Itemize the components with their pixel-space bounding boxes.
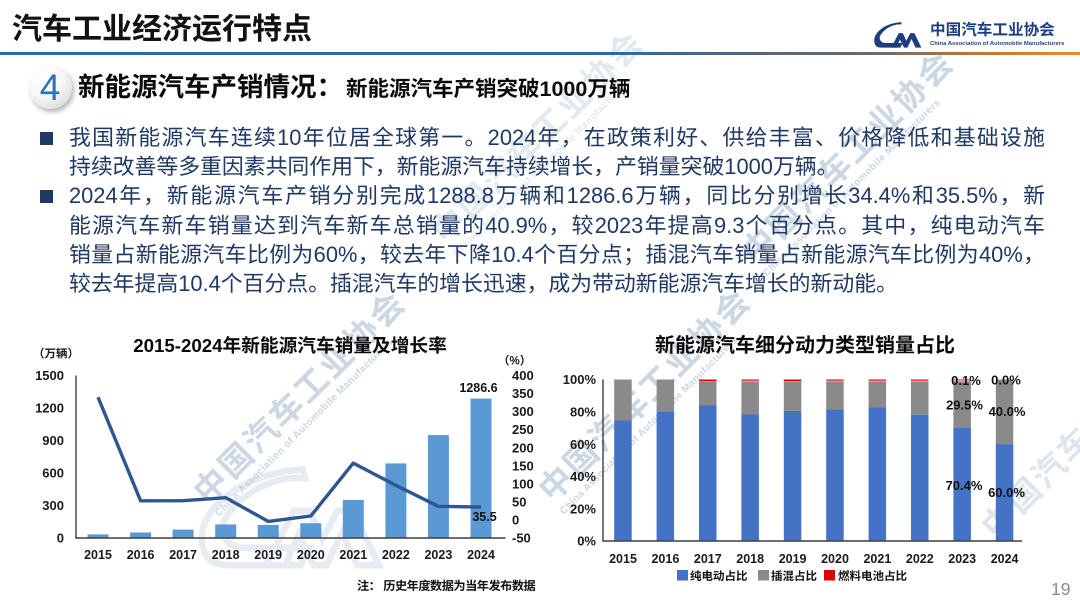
svg-text:2024: 2024 — [991, 552, 1019, 566]
svg-text:100%: 100% — [563, 372, 597, 387]
svg-text:2021: 2021 — [863, 552, 891, 566]
svg-text:2024: 2024 — [467, 548, 495, 562]
svg-text:（%）: （%） — [498, 355, 531, 368]
svg-text:纯电动占比: 纯电动占比 — [690, 570, 748, 583]
svg-text:70.4%: 70.4% — [946, 478, 983, 493]
svg-text:350: 350 — [512, 386, 534, 401]
svg-text:2017: 2017 — [694, 552, 722, 566]
svg-text:2015: 2015 — [84, 548, 112, 562]
svg-text:600: 600 — [42, 466, 64, 481]
svg-text:2020: 2020 — [297, 548, 325, 562]
svg-text:2017: 2017 — [169, 548, 197, 562]
svg-text:300: 300 — [512, 404, 534, 419]
svg-text:2021: 2021 — [339, 548, 367, 562]
svg-text:20%: 20% — [570, 501, 596, 516]
svg-text:（万辆）: （万辆） — [33, 348, 79, 361]
svg-text:300: 300 — [42, 498, 64, 513]
svg-text:0: 0 — [57, 531, 64, 546]
svg-text:40.0%: 40.0% — [989, 404, 1026, 419]
svg-text:2015-2024年新能源汽车销量及增长率: 2015-2024年新能源汽车销量及增长率 — [133, 335, 447, 356]
svg-text:50: 50 — [512, 495, 526, 510]
svg-text:0%: 0% — [577, 534, 596, 549]
svg-text:2018: 2018 — [736, 552, 764, 566]
svg-text:2019: 2019 — [254, 548, 282, 562]
svg-text:100: 100 — [512, 476, 534, 491]
svg-text:2022: 2022 — [382, 548, 410, 562]
svg-text:2020: 2020 — [821, 552, 849, 566]
svg-text:新能源汽车细分动力类型销量占比: 新能源汽车细分动力类型销量占比 — [655, 334, 955, 357]
svg-text:1286.6: 1286.6 — [459, 381, 497, 395]
svg-text:1200: 1200 — [35, 401, 64, 416]
svg-text:0.1%: 0.1% — [951, 373, 981, 388]
svg-text:0.0%: 0.0% — [991, 373, 1021, 388]
svg-text:400: 400 — [512, 368, 534, 383]
svg-text:80%: 80% — [570, 405, 596, 420]
svg-text:60.0%: 60.0% — [988, 485, 1025, 500]
svg-text:250: 250 — [512, 422, 534, 437]
svg-text:插混占比: 插混占比 — [771, 570, 817, 583]
svg-text:燃料电池占比: 燃料电池占比 — [838, 570, 907, 583]
svg-text:2015: 2015 — [609, 552, 637, 566]
svg-text:2019: 2019 — [779, 552, 807, 566]
svg-text:2018: 2018 — [212, 548, 240, 562]
svg-text:2016: 2016 — [651, 552, 679, 566]
svg-text:2023: 2023 — [424, 548, 452, 562]
svg-text:2022: 2022 — [906, 552, 934, 566]
svg-text:2023: 2023 — [948, 552, 976, 566]
svg-text:0: 0 — [512, 513, 519, 528]
svg-text:1500: 1500 — [35, 368, 64, 383]
svg-text:60%: 60% — [570, 437, 596, 452]
svg-text:35.5: 35.5 — [472, 510, 496, 524]
svg-text:200: 200 — [512, 440, 534, 455]
svg-text:2016: 2016 — [127, 548, 155, 562]
svg-text:29.5%: 29.5% — [946, 398, 983, 413]
svg-text:900: 900 — [42, 433, 64, 448]
svg-text:150: 150 — [512, 458, 534, 473]
svg-text:40%: 40% — [570, 469, 596, 484]
svg-text:-50: -50 — [512, 531, 531, 546]
